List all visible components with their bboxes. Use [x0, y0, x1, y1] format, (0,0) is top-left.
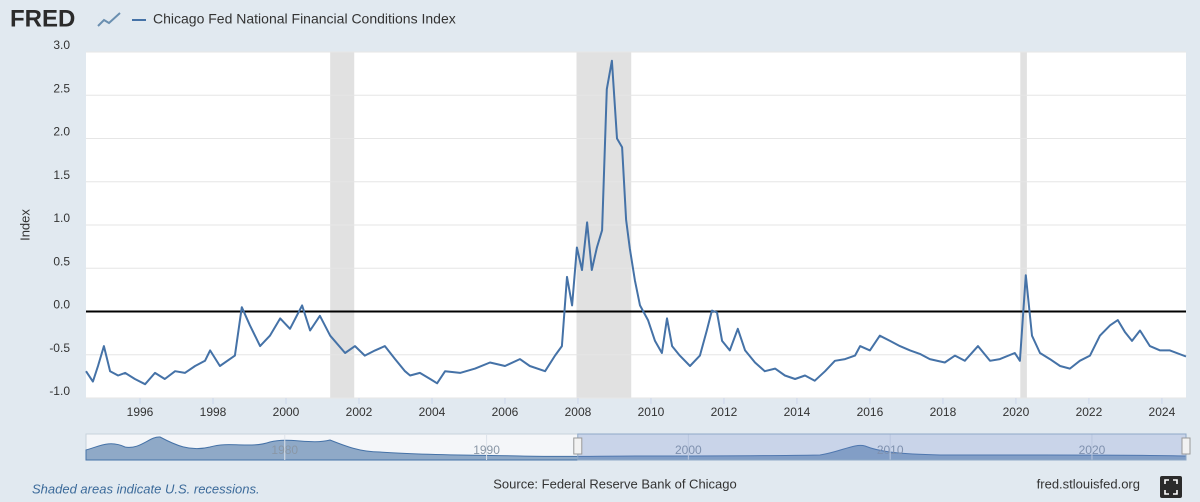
navigator-tick-label: 1980 — [271, 443, 298, 457]
navigator-tick-label: 2020 — [1079, 443, 1106, 457]
x-tick-label: 2002 — [346, 405, 373, 419]
logo-icon — [97, 12, 121, 27]
navigator-layer: 1980 1990 2000 2010 2020 — [271, 433, 1191, 461]
plot-layer: -1.0 -0.5 0.0 0.5 1.0 1.5 2.0 2.5 3.0 1996 1998 200… — [49, 38, 1187, 419]
brand-logo[interactable]: FRED — [10, 5, 75, 32]
y-tick-label: 1.0 — [53, 211, 70, 225]
fullscreen-bg[interactable] — [1160, 476, 1182, 498]
series-line — [85, 59, 1187, 386]
x-tick-label: 2018 — [930, 405, 957, 419]
x-tick-label: 2016 — [857, 405, 884, 419]
y-tick-label: 2.0 — [53, 125, 70, 139]
navigator-handle — [1181, 437, 1191, 455]
y-tick-label: 0.0 — [53, 298, 70, 312]
y-tick-label: 3.0 — [53, 38, 70, 52]
y-tick-label: 0.5 — [53, 254, 70, 268]
y-tick-label: -0.5 — [49, 341, 70, 355]
y-tick-label: -1.0 — [49, 384, 70, 398]
navigator-selection — [577, 433, 1187, 461]
x-tick-label: 2010 — [638, 405, 665, 419]
y-tick-label: 1.5 — [53, 168, 70, 182]
navigator-tick-label: 2000 — [675, 443, 702, 457]
x-tick-label: 1996 — [127, 405, 154, 419]
fullscreen-icon — [1164, 479, 1178, 495]
x-tick-label: 2022 — [1076, 405, 1103, 419]
fullscreen-button[interactable] — [1160, 476, 1182, 498]
navigator-series — [85, 436, 1187, 461]
x-tick-label: 2000 — [273, 405, 300, 419]
x-tick-label: 2008 — [565, 405, 592, 419]
recession-note: Shaded areas indicate U.S. recessions. — [32, 481, 260, 496]
x-tick-label: 2012 — [711, 405, 738, 419]
x-tick-label: 2024 — [1149, 405, 1176, 419]
navigator-handle — [573, 437, 583, 455]
site-link[interactable]: fred.stlouisfed.org — [1037, 476, 1140, 491]
x-tick-label: 2014 — [784, 405, 811, 419]
legend-label[interactable]: Chicago Fed National Financial Condition… — [153, 11, 456, 27]
source: Source: Federal Reserve Bank of Chicago — [493, 476, 737, 491]
navigator-tick-label: 2010 — [877, 443, 904, 457]
navigator-tick-label: 1990 — [473, 443, 500, 457]
x-tick-label: 1998 — [200, 405, 227, 419]
x-tick-label: 2006 — [492, 405, 519, 419]
y-tick-label: 2.5 — [53, 81, 70, 95]
x-tick-label: 2004 — [419, 405, 446, 419]
x-tick-label: 2020 — [1003, 405, 1030, 419]
y-axis-label: Index — [17, 209, 32, 241]
